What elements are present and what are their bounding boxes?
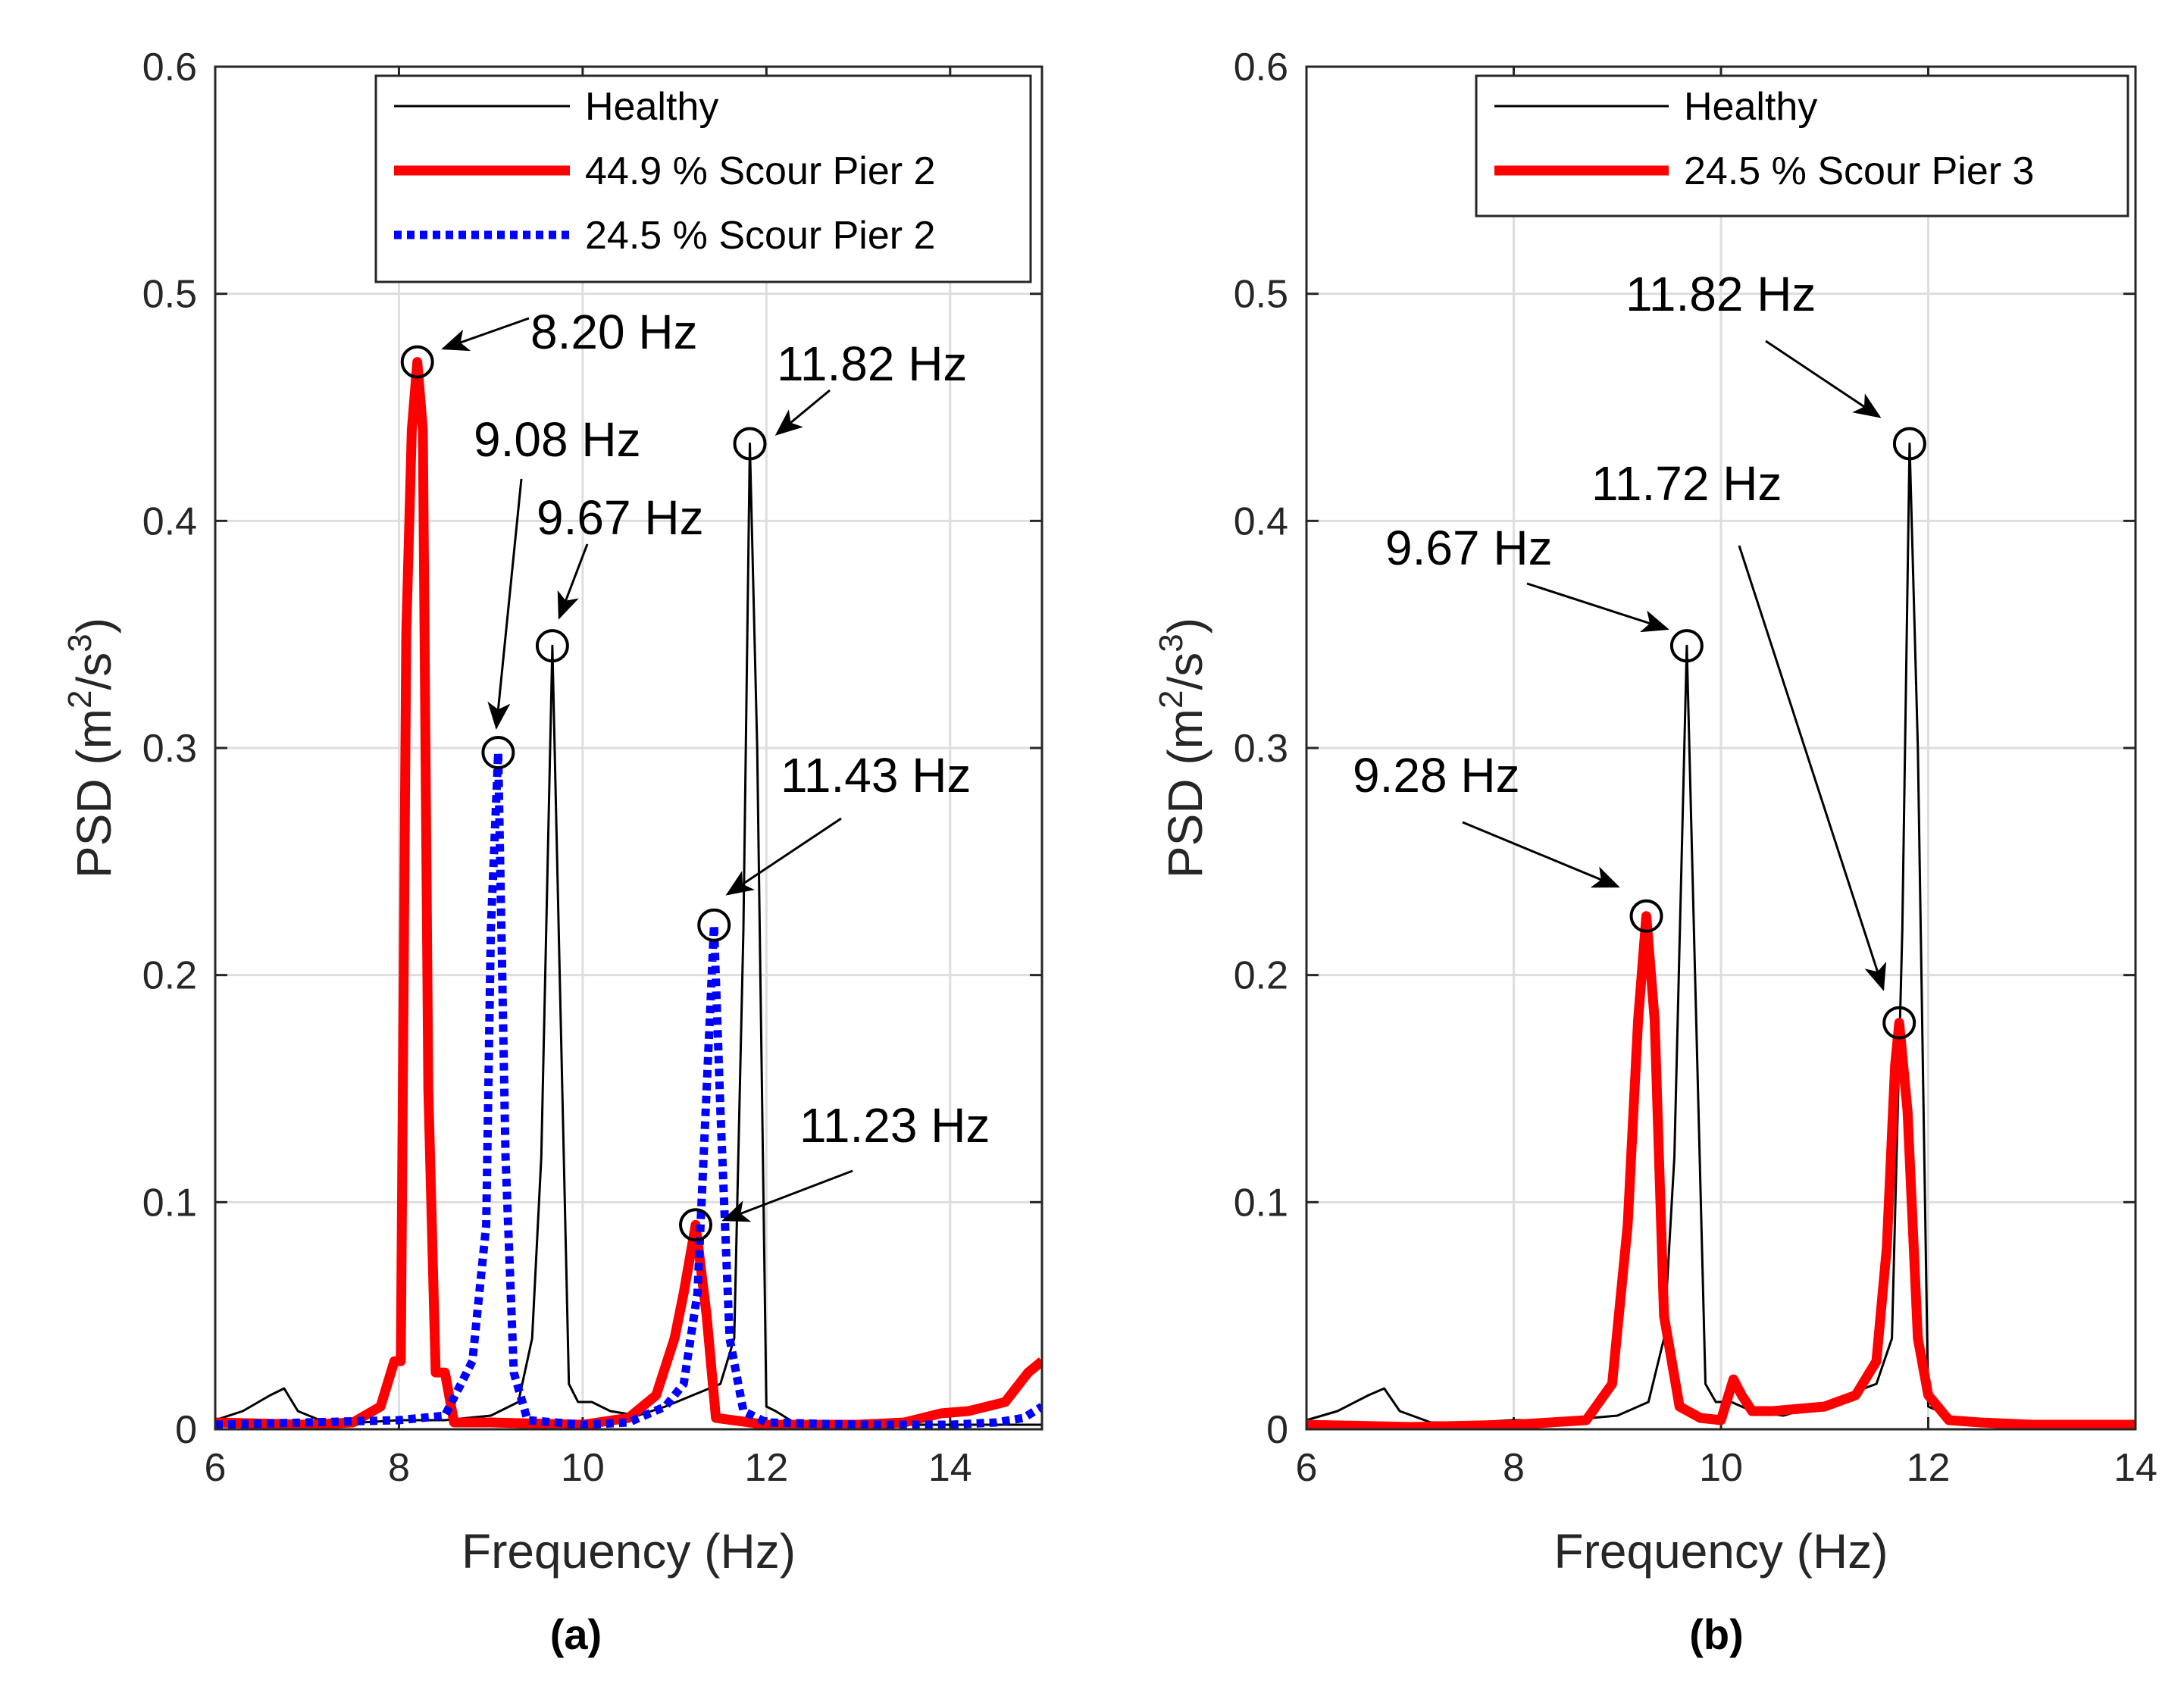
peak-label: 11.82 Hz — [1625, 267, 1816, 321]
x-tick-label: 12 — [1907, 1446, 1951, 1490]
y-tick-label: 0.4 — [142, 499, 197, 543]
annotation-arrow — [1738, 545, 1887, 991]
y-tick-label: 0.5 — [1234, 273, 1288, 317]
y-axis-label-part: ) — [67, 618, 121, 634]
panel-sublabel: (a) — [550, 1610, 602, 1658]
peak-label: 11.82 Hz — [777, 336, 967, 391]
y-axis-label-part: PSD (m — [67, 709, 121, 878]
peak-label: 8.20 Hz — [530, 305, 698, 359]
axes-box — [214, 65, 1044, 1431]
grid-lines — [214, 65, 1042, 1431]
panel-a: 6 8 10 12 14 0 0.1 0.2 0.3 0.4 0.5 0.6 8.20 Hz 9.08 H… — [61, 45, 1044, 1658]
annotation-arrow — [721, 1169, 853, 1222]
peak-label: 9.28 Hz — [1353, 748, 1520, 803]
annotation-arrow — [557, 543, 589, 620]
y-axis-label-part: PSD (m — [1158, 709, 1212, 878]
peak-marker — [733, 427, 767, 461]
legend-box — [374, 74, 1032, 283]
y-tick-label: 0.1 — [142, 1181, 197, 1225]
legend-label: 24.5 % Scour Pier 2 — [585, 214, 935, 258]
y-axis-label-superscript: 2 — [1153, 690, 1190, 709]
y-tick-label: 0.2 — [1234, 954, 1288, 998]
y-tick-label: 0.3 — [1234, 727, 1288, 771]
panel-b: 6 8 10 12 14 0 0.1 0.2 0.3 0.4 0.5 0.6 11.82 Hz 9.67 … — [1153, 45, 2157, 1658]
panel-sublabel: (b) — [1689, 1610, 1744, 1658]
legend-label: 44.9 % Scour Pier 2 — [585, 149, 935, 193]
peak-marker — [678, 1208, 712, 1242]
y-tick-label: 0.6 — [142, 45, 197, 89]
peak-marker — [535, 629, 569, 663]
annotation-arrow — [1765, 340, 1882, 418]
peak-marker — [400, 345, 434, 379]
y-axis-label-superscript: 3 — [61, 634, 99, 652]
peak-marker — [1882, 1006, 1916, 1040]
peak-label: 9.08 Hz — [474, 412, 641, 467]
series-line-24-5-scour-pier-2 — [215, 748, 1042, 1429]
series-group — [215, 357, 1042, 1429]
legend: Healthy 44.9 % Scour Pier 2 24.5 % Scour P… — [374, 74, 1032, 283]
y-axis-label: PSD (m2/s3) — [1153, 618, 1212, 878]
y-axis-label-part: /s — [67, 652, 121, 690]
annotation-arrow — [487, 478, 523, 730]
axes-box — [1305, 65, 2137, 1431]
series-line-24-5-scour-pier-3 — [1306, 911, 2136, 1429]
y-axis-label: PSD (m2/s3) — [61, 618, 121, 878]
y-axis-label-superscript: 3 — [1153, 634, 1190, 652]
legend-label: 24.5 % Scour Pier 3 — [1684, 149, 2034, 193]
peak-marker — [1669, 629, 1704, 663]
peak-label: 11.43 Hz — [781, 748, 971, 803]
x-tick-label: 12 — [744, 1446, 788, 1490]
x-axis-label: Frequency (Hz) — [1554, 1524, 1888, 1579]
annotation-arrow — [725, 817, 842, 896]
peak-marker — [1892, 427, 1926, 461]
y-tick-label: 0.2 — [142, 954, 197, 998]
peak-label: 9.67 Hz — [537, 490, 704, 545]
y-tick-label: 0.5 — [142, 273, 197, 317]
y-tick-label: 0.3 — [142, 727, 197, 771]
series-group — [1306, 442, 2136, 1429]
legend: Healthy 24.5 % Scour Pier 3 — [1475, 74, 2129, 217]
legend-label: Healthy — [1684, 85, 1817, 129]
annotation-arrow — [774, 389, 831, 436]
peak-marker — [697, 908, 731, 942]
y-tick-label: 0 — [1266, 1408, 1288, 1452]
x-tick-label: 10 — [1699, 1446, 1743, 1490]
y-axis-label-part: ) — [1158, 618, 1212, 634]
y-axis-label-part: /s — [1158, 652, 1212, 690]
peak-marker — [1629, 899, 1663, 933]
peak-label: 9.67 Hz — [1385, 521, 1553, 575]
peak-label: 11.72 Hz — [1591, 456, 1782, 511]
x-tick-label: 6 — [1296, 1446, 1318, 1490]
x-tick-label: 14 — [2114, 1446, 2157, 1490]
legend-label: Healthy — [585, 85, 718, 129]
x-tick-label: 14 — [928, 1446, 972, 1490]
annotation-arrow — [1526, 582, 1669, 633]
x-tick-label: 10 — [561, 1446, 605, 1490]
legend-box — [1475, 74, 2129, 217]
y-tick-label: 0.1 — [1234, 1181, 1288, 1225]
x-tick-label: 6 — [205, 1446, 227, 1490]
y-tick-label: 0.4 — [1234, 499, 1288, 543]
x-tick-label: 8 — [1503, 1446, 1525, 1490]
y-tick-label: 0.6 — [1234, 45, 1288, 89]
y-axis-label-superscript: 2 — [61, 690, 99, 709]
y-tick-label: 0 — [175, 1408, 197, 1452]
peak-label: 11.23 Hz — [799, 1098, 990, 1153]
annotation-arrow — [441, 317, 530, 352]
x-axis-label: Frequency (Hz) — [462, 1524, 796, 1579]
x-tick-label: 8 — [388, 1446, 410, 1490]
annotation-arrow — [1462, 821, 1620, 888]
peak-marker — [481, 735, 515, 769]
